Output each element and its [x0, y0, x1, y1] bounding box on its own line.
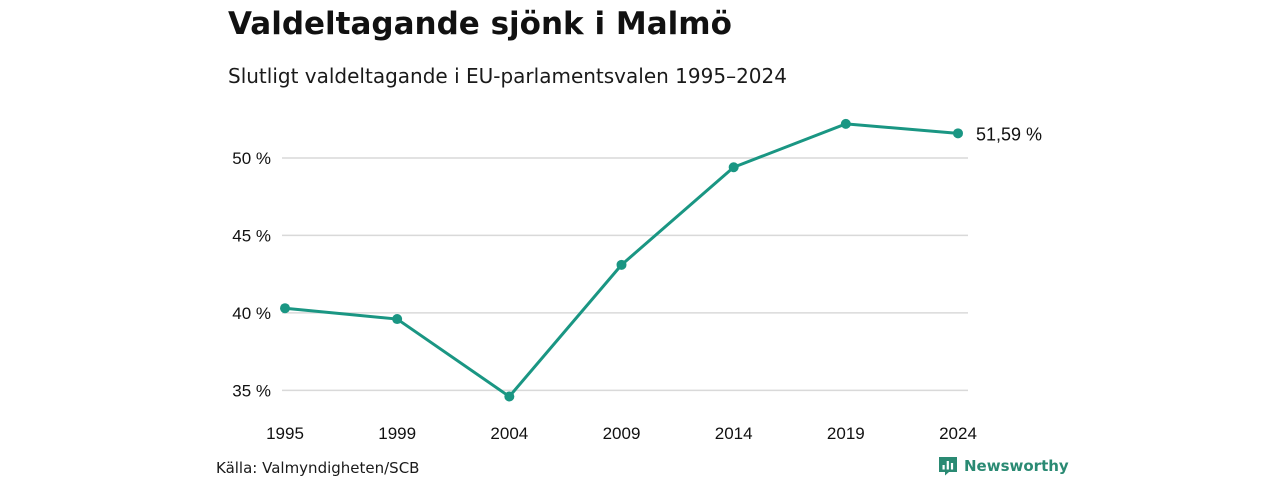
- x-tick-label: 2024: [939, 424, 977, 443]
- y-tick-label: 35 %: [232, 381, 271, 400]
- x-axis-tick-labels: 1995 1999 2004 2009 2014 2019 2024: [266, 424, 977, 443]
- data-point: [280, 303, 290, 314]
- data-point: [392, 314, 403, 325]
- brand-logo[interactable]: Newsworthy: [938, 456, 1069, 476]
- data-points: [280, 118, 963, 402]
- source-note: Källa: Valmyndigheten/SCB: [216, 459, 420, 477]
- data-point: [504, 391, 515, 402]
- chart-subtitle: Slutligt valdeltagande i EU-parlamentsva…: [228, 64, 787, 88]
- y-axis-tick-labels: 35 % 40 % 45 % 50 %: [232, 149, 271, 400]
- y-tick-label: 40 %: [232, 304, 271, 323]
- end-value-label: 51,59 %: [976, 124, 1042, 144]
- x-tick-label: 2009: [603, 424, 641, 443]
- y-tick-label: 45 %: [232, 226, 271, 245]
- bar-chart-icon: [939, 457, 957, 476]
- data-point: [728, 162, 739, 173]
- x-tick-label: 2014: [715, 424, 753, 443]
- data-point: [616, 259, 627, 270]
- chart-title: Valdeltagande sjönk i Malmö: [228, 6, 732, 42]
- grid-lines: [282, 157, 968, 392]
- x-tick-label: 2004: [490, 424, 528, 443]
- brand-name: Newsworthy: [964, 457, 1069, 475]
- x-tick-label: 1995: [266, 424, 304, 443]
- y-tick-label: 50 %: [232, 149, 271, 168]
- data-point: [840, 118, 851, 129]
- x-tick-label: 1999: [378, 424, 416, 443]
- x-tick-label: 2019: [827, 424, 865, 443]
- data-point: [953, 128, 963, 139]
